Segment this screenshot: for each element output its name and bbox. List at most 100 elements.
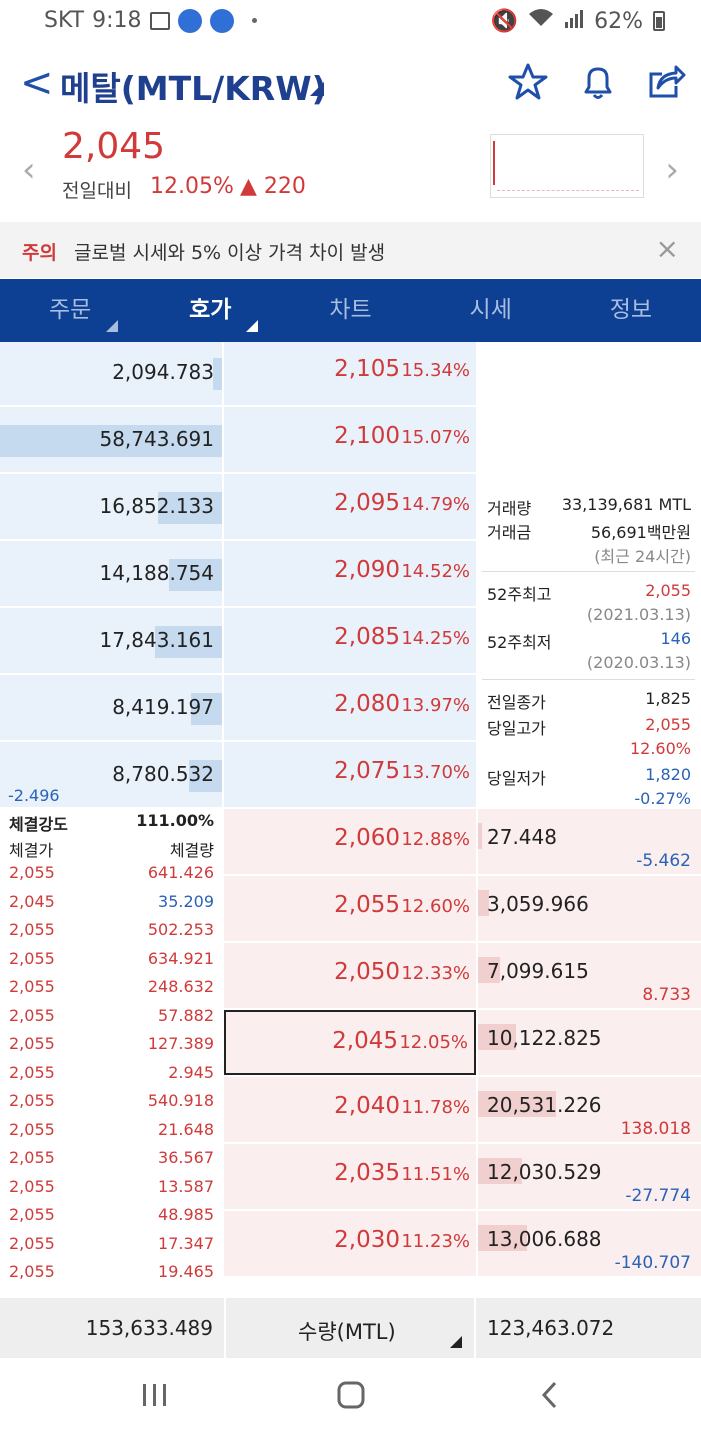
tab-2[interactable]: 차트 bbox=[280, 279, 420, 342]
market-title[interactable]: 메탈(MTL/KRW) bbox=[60, 69, 327, 108]
change-percent: 12.05% bbox=[150, 174, 234, 199]
home-icon[interactable] bbox=[336, 1380, 366, 1418]
tab-0[interactable]: 주문 bbox=[0, 279, 140, 342]
trade-price: 2,055 bbox=[9, 1005, 55, 1025]
bid-price: 2,030 bbox=[334, 1227, 400, 1253]
bid-price-pct: 12.88% bbox=[401, 829, 470, 850]
bid-price-pct: 12.05% bbox=[399, 1032, 468, 1053]
mini-chart[interactable] bbox=[490, 134, 644, 198]
unit-selector[interactable]: 수량(MTL) bbox=[224, 1298, 476, 1358]
ask-price: 2,075 bbox=[334, 758, 400, 784]
trade-row: 2,055 2.945 bbox=[0, 1059, 222, 1087]
bid-price: 2,035 bbox=[334, 1160, 400, 1186]
bid-price-cell[interactable]: 2,050 12.33% bbox=[224, 943, 476, 1008]
ask-qty-cell[interactable]: 16,852.133 bbox=[0, 474, 222, 539]
ask-price-pct: 13.97% bbox=[401, 695, 470, 716]
bid-qty-cell[interactable]: 27.448 -5.462 bbox=[478, 809, 701, 874]
trade-row: 2,055 21.648 bbox=[0, 1116, 222, 1144]
bid-price-cell[interactable]: 2,040 11.78% bbox=[224, 1077, 476, 1142]
recent-apps-icon[interactable] bbox=[140, 1380, 170, 1418]
bid-depth-bar bbox=[478, 823, 482, 849]
bid-qty-cell[interactable]: 7,099.615 8.733 bbox=[478, 943, 701, 1008]
signal-icon bbox=[564, 8, 584, 34]
tab-bar: 주문 호가 차트 시세 정보 bbox=[0, 279, 701, 342]
trade-qty: 248.632 bbox=[147, 977, 214, 996]
trade-qty: 2.945 bbox=[168, 1062, 214, 1082]
orderbook: 2,094.783 2,105 15.34% 58,743.691 2,100 15.07… bbox=[0, 342, 701, 1298]
market-dropdown-icon[interactable] bbox=[310, 82, 324, 96]
amount-value: 56,691백만원 bbox=[590, 523, 691, 542]
back-button[interactable]: < bbox=[20, 60, 54, 106]
system-nav-bar bbox=[0, 1358, 701, 1440]
ask-qty: 2,094.783 bbox=[112, 360, 214, 384]
unit-label: 수량(MTL) bbox=[298, 1320, 396, 1344]
day-low-value: 1,820 bbox=[645, 765, 691, 784]
prev-close-value: 1,825 bbox=[645, 689, 691, 708]
bid-qty-cell[interactable]: 13,006.688 -140.707 bbox=[478, 1211, 701, 1276]
bid-qty-cell[interactable]: 10,122.825 bbox=[478, 1010, 701, 1075]
ask-price-cell[interactable]: 2,075 13.70% bbox=[224, 742, 476, 807]
ask-qty-cell[interactable]: 14,188.754 bbox=[0, 541, 222, 606]
ask-price-cell[interactable]: 2,080 13.97% bbox=[224, 675, 476, 740]
low52-label: 52주최저 bbox=[487, 633, 552, 652]
wifi-icon bbox=[528, 8, 554, 34]
ask-price-pct: 15.34% bbox=[401, 360, 470, 381]
ask-price-cell[interactable]: 2,085 14.25% bbox=[224, 608, 476, 673]
bid-price-cell[interactable]: 2,035 11.51% bbox=[224, 1144, 476, 1209]
bid-qty-change: 8.733 bbox=[642, 985, 691, 1005]
ask-price: 2,105 bbox=[334, 356, 400, 382]
tab-label: 호가 bbox=[189, 297, 232, 323]
prev-close-label: 전일종가 bbox=[487, 693, 546, 712]
current-price-cell[interactable]: 2,045 12.05% bbox=[224, 1010, 476, 1075]
bid-qty: 13,006.688 bbox=[487, 1227, 602, 1251]
bid-total: 123,463.072 bbox=[487, 1316, 615, 1340]
tab-4[interactable]: 정보 bbox=[561, 279, 701, 342]
change-amount: ▲ 220 bbox=[240, 174, 306, 199]
close-icon[interactable]: × bbox=[655, 232, 679, 265]
ask-price: 2,095 bbox=[334, 490, 400, 516]
tab-label: 차트 bbox=[329, 297, 372, 323]
bid-depth-bar bbox=[478, 957, 501, 983]
day-low-pct: -0.27% bbox=[634, 789, 691, 808]
divider bbox=[482, 679, 695, 680]
trade-price: 2,055 bbox=[9, 1205, 55, 1224]
favorite-star-icon[interactable] bbox=[508, 62, 548, 102]
ask-qty-cell[interactable]: 17,843.161 bbox=[0, 608, 222, 673]
trade-price: 2,055 bbox=[9, 977, 55, 996]
trade-qty: 36.567 bbox=[158, 1148, 214, 1167]
bid-depth-bar bbox=[478, 1024, 516, 1050]
back-nav-icon[interactable] bbox=[536, 1380, 566, 1418]
ask-price-cell[interactable]: 2,100 15.07% bbox=[224, 407, 476, 472]
ask-total: 153,633.489 bbox=[85, 1316, 213, 1340]
bid-qty-cell[interactable]: 20,531.226 138.018 bbox=[478, 1077, 701, 1142]
ask-qty-cell[interactable]: 58,743.691 bbox=[0, 407, 222, 472]
ask-qty-cell[interactable]: 8,780.532 -2.496 bbox=[0, 742, 222, 807]
bid-price-pct: 12.33% bbox=[401, 963, 470, 984]
prev-market-chevron-icon[interactable]: ‹ bbox=[22, 150, 36, 190]
tab-3[interactable]: 시세 bbox=[421, 279, 561, 342]
bid-qty-cell[interactable]: 12,030.529 -27.774 bbox=[478, 1144, 701, 1209]
bid-price-cell[interactable]: 2,030 11.23% bbox=[224, 1211, 476, 1276]
bid-qty: 7,099.615 bbox=[487, 959, 589, 983]
trade-qty: 13.587 bbox=[158, 1176, 214, 1196]
more-notifications-icon bbox=[251, 18, 257, 23]
trade-qty: 57.882 bbox=[158, 1005, 214, 1025]
tab-1[interactable]: 호가 bbox=[140, 279, 280, 342]
trade-qty: 35.209 bbox=[158, 891, 214, 911]
ask-price-cell[interactable]: 2,105 15.34% bbox=[224, 342, 476, 405]
bid-price-cell[interactable]: 2,060 12.88% bbox=[224, 809, 476, 874]
tab-label: 정보 bbox=[609, 297, 653, 323]
ask-qty-cell[interactable]: 2,094.783 bbox=[0, 342, 222, 405]
bid-qty-cell[interactable]: 3,059.966 bbox=[478, 876, 701, 941]
trade-price: 2,055 bbox=[9, 1262, 55, 1281]
next-market-chevron-icon[interactable]: › bbox=[665, 150, 679, 190]
current-price: 2,045 bbox=[62, 126, 166, 167]
ask-price-cell[interactable]: 2,090 14.52% bbox=[224, 541, 476, 606]
unit-dropdown-icon bbox=[450, 1336, 462, 1348]
ask-price-cell[interactable]: 2,095 14.79% bbox=[224, 474, 476, 539]
bid-price-cell[interactable]: 2,055 12.60% bbox=[224, 876, 476, 941]
high52-value: 2,055 bbox=[645, 581, 691, 600]
ask-qty-cell[interactable]: 8,419.197 bbox=[0, 675, 222, 740]
share-icon[interactable] bbox=[646, 62, 686, 102]
alarm-bell-icon[interactable] bbox=[578, 62, 618, 102]
